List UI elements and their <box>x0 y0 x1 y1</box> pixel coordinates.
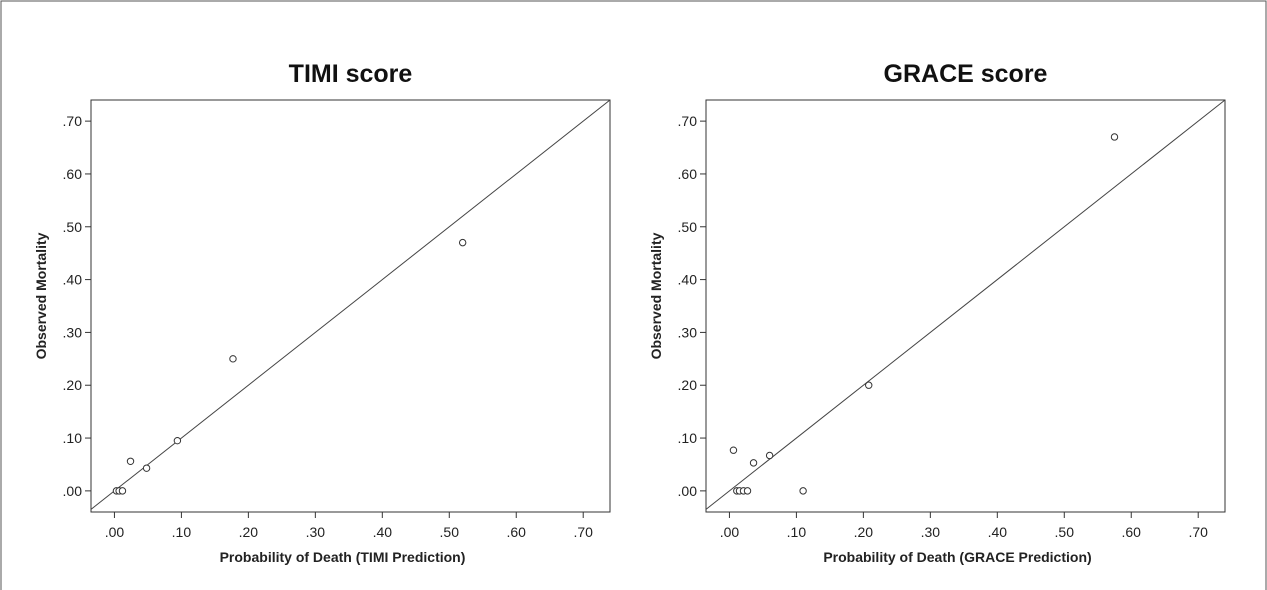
y-tick-label-timi: .20 <box>63 377 83 393</box>
x-tick-label-timi: .10 <box>172 524 192 540</box>
x-tick-label-timi: .70 <box>573 524 593 540</box>
data-point-grace <box>729 446 738 454</box>
data-point-timi <box>458 238 467 247</box>
y-tick-label-timi: .00 <box>63 483 83 499</box>
chart-timi: TIMI score .00 .10 .20 .30 .40 .50 .60 .70 .00 .10… <box>33 60 611 565</box>
data-point-timi <box>118 487 127 495</box>
x-tick-label-timi: .60 <box>507 524 527 540</box>
data-point-grace <box>765 451 774 460</box>
data-point-timi <box>173 436 182 445</box>
y-tick-label-grace: .50 <box>678 219 698 235</box>
x-axis-label-grace: Probability of Death (GRACE Prediction) <box>823 549 1091 565</box>
chart-title-timi: TIMI score <box>289 60 413 88</box>
x-tick-label-grace: .00 <box>720 524 740 540</box>
y-axis-label-timi: Observed Mortality <box>33 232 49 359</box>
y-axis-label-grace: Observed Mortality <box>648 232 664 359</box>
x-tick-label-grace: .50 <box>1055 524 1075 540</box>
data-point-grace <box>799 487 807 495</box>
y-tick-label-timi: .30 <box>63 324 83 340</box>
y-tick-label-timi: .70 <box>63 113 83 129</box>
x-tick-label-timi: .20 <box>239 524 259 540</box>
plot-frame-grace <box>705 99 1226 513</box>
chart-grace: GRACE score .00 .10 .20 .30 .40 .50 .60 .70 .00 .1… <box>648 60 1226 565</box>
y-tick-label-grace: .70 <box>678 113 698 129</box>
reference-line-timi <box>90 99 611 510</box>
x-tick-label-grace: .20 <box>854 524 874 540</box>
x-tick-label-grace: .40 <box>988 524 1008 540</box>
data-point-grace <box>743 487 752 495</box>
data-point-grace <box>865 381 873 389</box>
x-tick-label-timi: .50 <box>440 524 460 540</box>
x-axis-label-timi: Probability of Death (TIMI Prediction) <box>220 549 466 565</box>
y-tick-label-grace: .00 <box>678 483 698 499</box>
y-tick-label-grace: .30 <box>678 324 698 340</box>
x-tick-label-grace: .60 <box>1122 524 1142 540</box>
x-tick-label-grace: .10 <box>787 524 807 540</box>
x-tick-label-timi: .40 <box>373 524 393 540</box>
y-tick-label-timi: .60 <box>63 166 83 182</box>
data-point-timi <box>142 464 151 472</box>
reference-line-grace <box>705 99 1226 510</box>
x-tick-label-grace: .70 <box>1188 524 1208 540</box>
x-tick-label-timi: .00 <box>105 524 125 540</box>
y-tick-label-timi: .40 <box>63 272 83 288</box>
plot-frame-timi <box>90 99 611 513</box>
x-tick-label-grace: .30 <box>921 524 941 540</box>
data-point-grace <box>1110 133 1119 141</box>
data-point-grace <box>749 459 758 467</box>
y-tick-label-grace: .10 <box>678 430 698 446</box>
y-tick-label-grace: .40 <box>678 272 698 288</box>
data-point-timi <box>126 457 135 465</box>
y-tick-label-timi: .10 <box>63 430 83 446</box>
y-tick-label-grace: .20 <box>678 377 698 393</box>
y-tick-label-timi: .50 <box>63 219 83 235</box>
chart-title-grace: GRACE score <box>884 60 1048 88</box>
data-point-timi <box>229 355 237 363</box>
y-tick-label-grace: .60 <box>678 166 698 182</box>
x-tick-label-timi: .30 <box>306 524 326 540</box>
